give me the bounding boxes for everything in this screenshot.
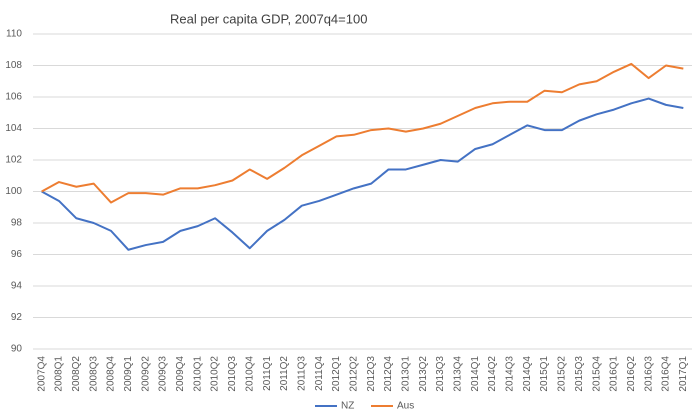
x-tick-label: 2014Q2 — [487, 356, 498, 392]
y-tick-label: 90 — [11, 344, 23, 355]
x-tick-label: 2013Q4 — [453, 356, 464, 392]
y-tick-label: 94 — [11, 281, 23, 292]
x-tick-label: 2007Q4 — [36, 356, 47, 392]
x-tick-label: 2016Q1 — [609, 356, 620, 392]
x-tick-label: 2016Q3 — [643, 356, 654, 392]
x-tick-label: 2011Q1 — [262, 356, 273, 391]
x-tick-label: 2010Q3 — [227, 356, 238, 392]
chart-title: Real per capita GDP, 2007q4=100 — [170, 11, 367, 26]
x-tick-label: 2014Q4 — [522, 356, 533, 392]
x-tick-label: 2011Q2 — [279, 356, 290, 391]
y-tick-label: 108 — [5, 60, 22, 71]
legend-label: Aus — [397, 401, 414, 412]
x-tick-label: 2008Q2 — [71, 356, 82, 392]
y-tick-label: 102 — [5, 155, 22, 166]
x-tick-label: 2017Q1 — [678, 356, 689, 392]
x-tick-label: 2008Q1 — [54, 356, 65, 392]
x-tick-label: 2010Q1 — [192, 356, 203, 392]
x-tick-label: 2015Q3 — [574, 356, 585, 392]
x-tick-label: 2009Q3 — [158, 356, 169, 392]
y-tick-label: 100 — [5, 186, 22, 197]
x-tick-label: 2012Q4 — [383, 356, 394, 392]
x-tick-label: 2015Q2 — [557, 356, 568, 392]
x-tick-label: 2009Q4 — [175, 356, 186, 392]
x-tick-label: 2015Q1 — [539, 356, 550, 392]
x-tick-label: 2008Q4 — [106, 356, 117, 392]
x-tick-label: 2014Q3 — [505, 356, 516, 392]
x-tick-label: 2012Q3 — [366, 356, 377, 392]
x-tick-label: 2013Q1 — [400, 356, 411, 392]
y-tick-label: 92 — [11, 312, 23, 323]
x-tick-label: 2014Q1 — [470, 356, 481, 392]
legend-label: NZ — [341, 401, 354, 412]
y-tick-label: 96 — [11, 249, 23, 260]
x-tick-label: 2009Q2 — [140, 356, 151, 392]
y-tick-label: 106 — [5, 92, 22, 103]
x-tick-label: 2013Q3 — [435, 356, 446, 392]
y-tick-label: 110 — [6, 29, 22, 40]
line — [41, 62, 684, 204]
x-tick-label: 2012Q2 — [348, 356, 359, 392]
x-tick-label: 2016Q2 — [626, 356, 637, 392]
line — [41, 97, 684, 251]
x-tick-label: 2008Q3 — [88, 356, 99, 392]
x-tick-label: 2012Q1 — [331, 356, 342, 392]
x-tick-label: 2009Q1 — [123, 356, 134, 392]
x-tick-label: 2016Q4 — [661, 356, 672, 392]
x-tick-label: 2011Q4 — [314, 356, 325, 391]
x-tick-label: 2010Q4 — [244, 356, 255, 392]
x-tick-label: 2010Q2 — [210, 356, 221, 392]
y-tick-label: 98 — [11, 218, 23, 229]
y-tick-label: 104 — [5, 123, 22, 134]
x-tick-label: 2013Q2 — [418, 356, 429, 392]
x-tick-label: 2011Q3 — [296, 356, 307, 391]
x-tick-label: 2015Q4 — [591, 356, 602, 392]
